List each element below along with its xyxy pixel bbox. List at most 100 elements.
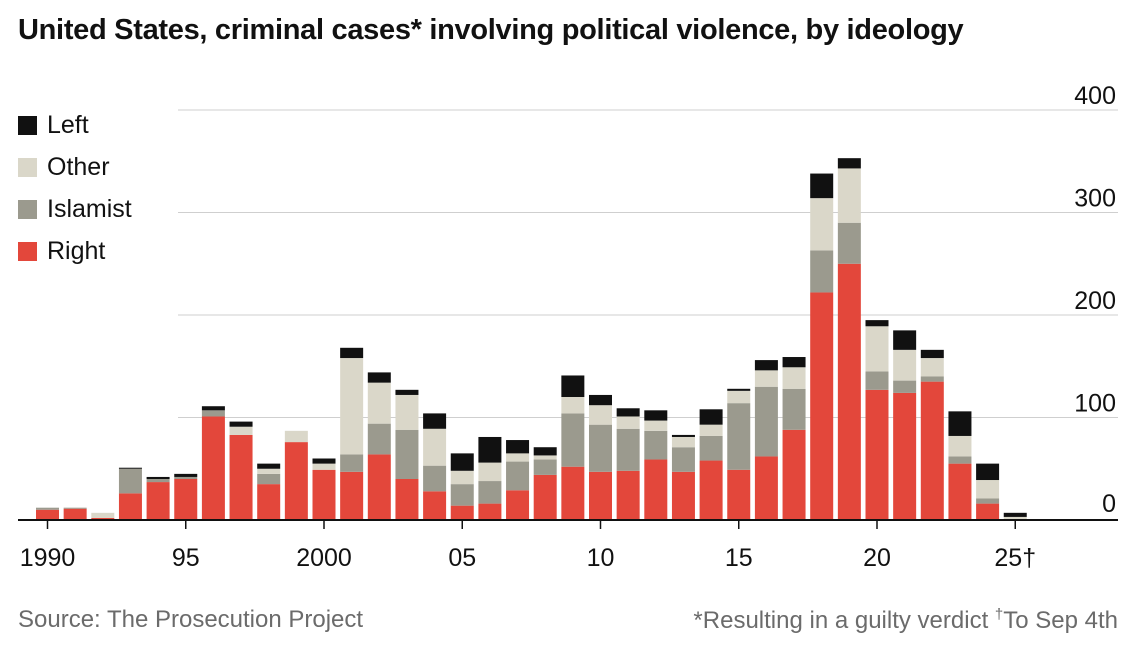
bar-islamist-2005 xyxy=(450,484,474,506)
legend-label-other: Other xyxy=(47,152,110,181)
bar-other-2003 xyxy=(395,394,419,430)
bar-left-2004 xyxy=(423,413,447,429)
footnote-date: To Sep 4th xyxy=(1003,607,1118,634)
x-tick-label-2025: 25† xyxy=(994,544,1036,572)
bar-other-2016 xyxy=(754,370,778,387)
bar-right-2021 xyxy=(893,392,917,520)
bar-islamist-2009 xyxy=(561,413,585,467)
bar-other-2020 xyxy=(865,326,889,372)
bar-islamist-2008 xyxy=(533,459,557,475)
y-tick-label-400: 400 xyxy=(1074,82,1116,110)
chart-legend: Left Other Islamist Right xyxy=(18,104,132,272)
bar-right-2023 xyxy=(948,463,972,520)
bar-other-2000 xyxy=(312,463,336,470)
bar-islamist-1994 xyxy=(146,479,170,483)
bar-islamist-2019 xyxy=(837,222,861,264)
bar-other-2017 xyxy=(782,367,806,389)
bar-right-2010 xyxy=(589,471,612,520)
bar-islamist-1991 xyxy=(63,507,87,509)
bar-islamist-1998 xyxy=(257,473,281,485)
bar-islamist-2013 xyxy=(671,447,695,472)
bar-left-2015 xyxy=(727,388,751,391)
bar-left-2003 xyxy=(395,389,419,395)
bar-left-2013 xyxy=(671,434,695,437)
x-tick-label-2015: 15 xyxy=(725,544,753,572)
x-tick-label-2020: 20 xyxy=(863,544,891,572)
bar-other-2001 xyxy=(340,358,364,455)
bar-islamist-1995 xyxy=(174,476,198,479)
bar-other-1998 xyxy=(257,468,281,474)
footnote: *Resulting in a guilty verdict †To Sep 4… xyxy=(693,606,1118,635)
bar-left-2025 xyxy=(1003,512,1027,517)
bar-other-2007 xyxy=(506,453,530,462)
bar-right-2012 xyxy=(644,459,668,520)
bar-right-2019 xyxy=(837,263,861,520)
bar-right-2016 xyxy=(754,456,778,520)
bar-islamist-2020 xyxy=(865,371,889,390)
bar-left-2011 xyxy=(616,408,640,417)
bar-right-1998 xyxy=(257,484,281,520)
legend-swatch-islamist xyxy=(18,199,37,219)
bar-islamist-1990 xyxy=(36,507,59,510)
bar-left-2018 xyxy=(810,173,834,199)
y-tick-label-100: 100 xyxy=(1074,390,1116,418)
bar-other-2024 xyxy=(976,480,1000,499)
bar-left-2006 xyxy=(478,436,502,463)
bar-right-1994 xyxy=(146,482,170,520)
bar-right-1990 xyxy=(36,509,59,520)
legend-swatch-other xyxy=(18,157,37,177)
bar-left-1993 xyxy=(118,467,142,469)
x-tick-label-2005: 05 xyxy=(448,544,476,572)
bar-right-2020 xyxy=(865,389,889,520)
x-tick-label-1990: 1990 xyxy=(20,544,76,572)
bar-islamist-2024 xyxy=(976,498,1000,504)
bar-left-2014 xyxy=(699,409,723,425)
bar-other-2012 xyxy=(644,420,668,431)
bar-other-2023 xyxy=(948,435,972,457)
bar-other-2013 xyxy=(671,436,695,448)
bar-islamist-2004 xyxy=(423,465,447,492)
bar-islamist-2016 xyxy=(754,386,778,457)
bar-other-2015 xyxy=(727,390,751,404)
footnote-verdict: *Resulting in a guilty verdict xyxy=(693,607,989,634)
bar-right-2003 xyxy=(395,479,419,520)
legend-item-right: Right xyxy=(18,230,132,272)
y-tick-label-200: 200 xyxy=(1074,287,1116,315)
bar-right-2007 xyxy=(506,490,530,520)
bar-other-1999 xyxy=(284,430,308,443)
bar-right-2000 xyxy=(312,469,336,520)
bar-right-2005 xyxy=(450,505,474,520)
bar-right-1996 xyxy=(201,416,225,520)
bar-other-2021 xyxy=(893,349,917,381)
bar-left-2016 xyxy=(754,360,778,371)
bar-islamist-2014 xyxy=(699,435,723,461)
bar-right-2024 xyxy=(976,503,1000,520)
bar-right-2004 xyxy=(423,491,447,520)
bar-other-2002 xyxy=(367,382,391,424)
stacked-bar-chart: 0 100 200 300 400 1990 95 2000 05 10 15 20 25† xyxy=(18,82,1118,572)
bar-right-1999 xyxy=(284,442,308,520)
bar-right-2014 xyxy=(699,460,723,520)
bar-right-2017 xyxy=(782,429,806,520)
bar-right-1992 xyxy=(91,517,115,520)
bar-left-2021 xyxy=(893,330,917,350)
bar-islamist-2012 xyxy=(644,430,668,460)
bar-left-2022 xyxy=(920,349,944,359)
bar-islamist-2022 xyxy=(920,376,944,382)
bar-left-2023 xyxy=(948,411,972,436)
bar-left-2008 xyxy=(533,447,557,456)
bar-islamist-2017 xyxy=(782,388,806,430)
bar-other-2011 xyxy=(616,416,640,429)
bar-islamist-2015 xyxy=(727,403,751,470)
bar-islamist-2007 xyxy=(506,461,530,491)
bar-left-1996 xyxy=(201,406,225,411)
bar-right-1995 xyxy=(174,479,198,520)
source-note: Source: The Prosecution Project xyxy=(18,606,364,633)
bar-other-2022 xyxy=(920,358,944,377)
bar-left-2000 xyxy=(312,458,336,464)
bar-left-1998 xyxy=(257,463,281,469)
legend-label-right: Right xyxy=(47,236,106,265)
bar-other-2006 xyxy=(478,462,502,482)
bar-right-2022 xyxy=(920,381,944,520)
bar-other-2014 xyxy=(699,424,723,436)
